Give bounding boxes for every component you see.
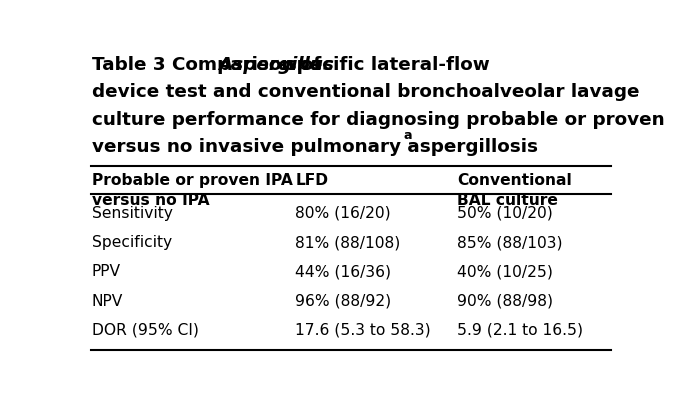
Text: culture performance for diagnosing probable or proven: culture performance for diagnosing proba… xyxy=(92,111,664,129)
Text: DOR (95% CI): DOR (95% CI) xyxy=(92,323,199,338)
Text: 40% (10/25): 40% (10/25) xyxy=(457,264,553,279)
Text: Table 3 Comparison of: Table 3 Comparison of xyxy=(92,56,327,74)
Text: device test and conventional bronchoalveolar lavage: device test and conventional bronchoalve… xyxy=(92,83,640,102)
Text: Sensitivity: Sensitivity xyxy=(92,206,173,221)
Text: 17.6 (5.3 to 58.3): 17.6 (5.3 to 58.3) xyxy=(295,323,431,338)
Text: 5.9 (2.1 to 16.5): 5.9 (2.1 to 16.5) xyxy=(457,323,583,338)
Text: Probable or proven IPA
versus no IPA: Probable or proven IPA versus no IPA xyxy=(92,173,293,208)
Text: 44% (16/36): 44% (16/36) xyxy=(295,264,391,279)
Text: -specific lateral-flow: -specific lateral-flow xyxy=(278,56,490,74)
Text: 81% (88/108): 81% (88/108) xyxy=(295,235,401,250)
Text: 96% (88/92): 96% (88/92) xyxy=(295,293,391,309)
Text: versus no invasive pulmonary aspergillosis: versus no invasive pulmonary aspergillos… xyxy=(92,138,538,156)
Text: 50% (10/20): 50% (10/20) xyxy=(457,206,553,221)
Text: Specificity: Specificity xyxy=(92,235,172,250)
Text: LFD: LFD xyxy=(295,173,328,188)
Text: Conventional
BAL culture: Conventional BAL culture xyxy=(457,173,572,208)
Text: 80% (16/20): 80% (16/20) xyxy=(295,206,391,221)
Text: NPV: NPV xyxy=(92,293,123,309)
Text: 90% (88/98): 90% (88/98) xyxy=(457,293,553,309)
Text: 85% (88/103): 85% (88/103) xyxy=(457,235,563,250)
Text: Aspergillus: Aspergillus xyxy=(219,56,334,74)
Text: PPV: PPV xyxy=(92,264,121,279)
Text: a: a xyxy=(403,129,412,142)
